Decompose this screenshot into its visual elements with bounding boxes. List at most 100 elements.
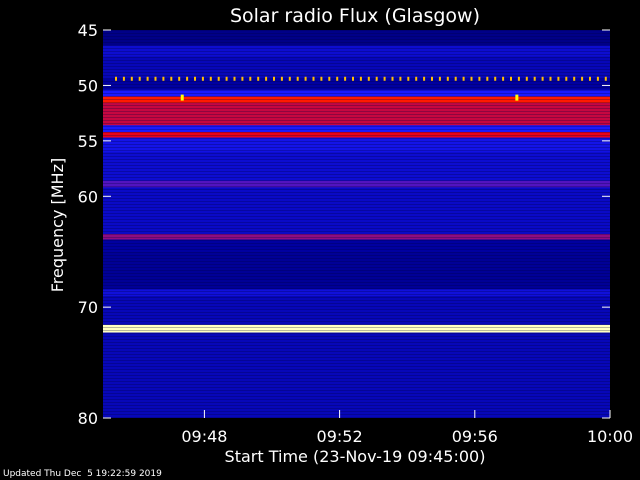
texture-stripe [103,186,610,187]
texture-stripe [103,294,610,295]
texture-stripe [103,195,610,196]
texture-stripe [103,330,610,331]
interference-dot [573,76,576,81]
texture-stripe [103,60,610,61]
texture-stripe [103,273,610,274]
interference-dot [557,76,560,81]
frequency-band [103,45,610,57]
texture-stripe [103,282,610,283]
texture-stripe [103,120,610,121]
interference-dot [352,76,354,81]
texture-stripe [103,408,610,409]
texture-stripe [103,213,610,214]
interference-dot [194,76,196,81]
texture-stripe [103,393,610,394]
burst-spike [515,94,519,101]
interference-dot [525,76,528,81]
texture-stripe [103,315,610,316]
texture-stripe [103,246,610,247]
texture-stripe [103,258,610,259]
texture-stripe [103,165,610,166]
x-axis: 09:48 09:52 09:56 10:00 [181,410,633,446]
texture-stripe [103,198,610,199]
texture-stripe [103,249,610,250]
texture-stripe [103,210,610,211]
texture-stripe [103,129,610,130]
texture-stripe [103,327,610,328]
frequency-band [103,137,610,152]
interference-dot [383,76,386,81]
interference-dot [375,76,378,81]
interference-dot [502,76,505,81]
interference-dot [138,76,141,81]
interference-dot [391,76,394,81]
interference-dot [233,76,236,81]
texture-stripe [103,207,610,208]
texture-stripe [103,39,610,40]
texture-stripe [103,81,610,82]
frequency-band [103,89,610,97]
interference-dot [265,76,268,81]
interference-dot [162,76,165,81]
interference-dot [249,76,252,81]
frequency-band [103,78,610,90]
texture-stripe [103,114,610,115]
interference-dot [257,76,260,81]
texture-stripe [103,111,610,112]
texture-stripe [103,228,610,229]
texture-stripe [103,105,610,106]
texture-stripe [103,147,610,148]
texture-stripe [103,42,610,43]
interference-dot [478,76,481,81]
texture-stripe [103,135,610,136]
texture-stripe [103,141,610,142]
texture-stripe [103,72,610,73]
interference-dot [581,76,584,81]
texture-stripe [103,144,610,145]
interference-dot [209,76,212,81]
frequency-band [103,251,610,290]
texture-stripe [103,297,610,298]
texture-stripe [103,381,610,382]
interference-dot [510,76,512,81]
y-tick-label: 45 [78,21,98,40]
texture-stripe [103,225,610,226]
interference-dot [273,76,275,81]
texture-stripe [103,288,610,289]
frequency-band [103,296,610,325]
texture-stripe [103,306,610,307]
interference-dot [312,76,315,81]
y-tick-label: 80 [78,409,98,428]
interference-dot [431,76,433,81]
texture-stripe [103,279,610,280]
texture-stripe [103,276,610,277]
texture-stripe [103,291,610,292]
texture-stripe [103,90,610,91]
texture-stripe [103,51,610,52]
interference-dot [146,76,149,81]
y-tick-label: 55 [78,132,98,151]
x-axis-label: Start Time (23-Nov-19 09:45:00) [225,447,486,466]
interference-dot [201,76,204,81]
texture-stripe [103,216,610,217]
texture-stripe [103,333,610,334]
texture-stripe [103,360,610,361]
texture-stripe [103,363,610,364]
frequency-band [103,289,610,297]
texture-stripe [103,162,610,163]
interference-dot [241,76,244,81]
y-tick-label: 60 [78,187,98,206]
interference-dot [517,76,520,81]
texture-stripe [103,192,610,193]
interference-dot [344,76,347,81]
texture-stripe [103,399,610,400]
texture-stripe [103,324,610,325]
interference-dot [454,76,457,81]
texture-stripe [103,231,610,232]
frequency-band [103,103,610,126]
texture-stripe [103,183,610,184]
chart-title: Solar radio Flux (Glasgow) [230,5,480,27]
texture-stripe [103,402,610,403]
texture-stripe [103,219,610,220]
